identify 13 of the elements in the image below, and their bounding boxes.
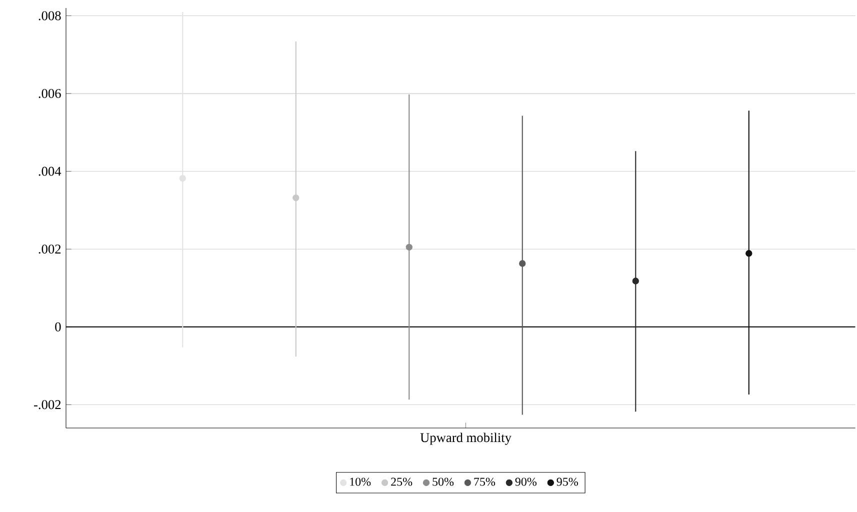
legend-label: 75% [474, 478, 496, 486]
legend-label: 95% [556, 478, 578, 486]
y-tick-label: .006 [38, 89, 61, 98]
y-tick-label: .002 [38, 244, 61, 254]
legend-label: 50% [432, 478, 454, 486]
y-tick-label: 0 [55, 322, 61, 332]
y-tick-label: -.002 [34, 400, 61, 410]
legend-label: 25% [391, 478, 412, 486]
legend-label: 90% [515, 478, 537, 486]
x-tick-label: Upward mobility [420, 432, 512, 445]
y-tick-label: .004 [38, 166, 62, 176]
legend-label: 10% [350, 478, 371, 486]
y-tick-label: .008 [38, 11, 61, 20]
